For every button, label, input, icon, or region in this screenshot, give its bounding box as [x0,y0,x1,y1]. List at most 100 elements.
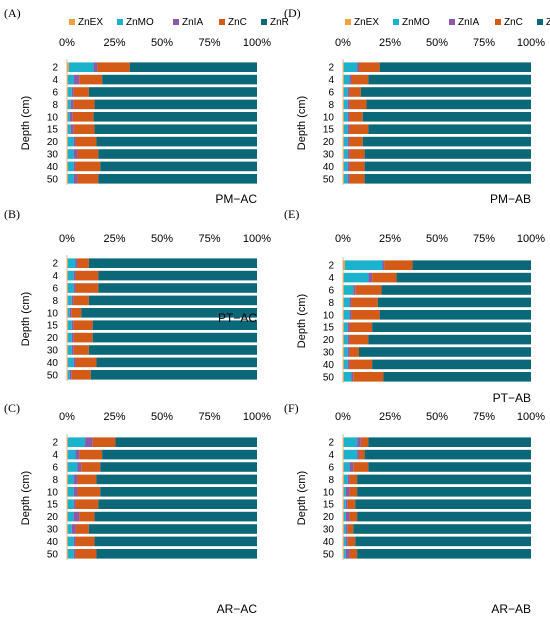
bar-segment-znia [70,124,74,134]
bar-segment-znia [69,370,72,380]
bar-segment-znr [396,272,531,283]
depth-tick-label: 50 [323,372,335,383]
bar-segment-znc [79,74,103,85]
bar-segment-znia [69,308,72,318]
bar-segment-znmo [67,174,74,184]
bar-segment-znex [67,295,68,306]
bar-segment-znex [343,372,344,382]
bar-segment-znmo [67,474,74,485]
bar-segment-znia [349,74,352,85]
depth-tick-label: 30 [323,150,335,161]
depth-tick-label: 6 [328,88,334,99]
bar-segment-znex [343,272,344,283]
bar-segment-znex [343,87,344,97]
x-tick-label: 100% [243,233,271,245]
bar-segment-znmo [67,437,86,447]
bar-segment-znex [67,283,68,293]
bar-segment-znex [67,320,68,330]
bar-segment-znia [73,174,78,184]
bar-segment-znr [94,124,257,134]
bar-segment-znr [90,370,257,380]
bar-segment-znex [343,322,344,332]
depth-tick-label: 8 [52,100,58,111]
bar-segment-znr [372,322,531,332]
bar-segment-znc [349,112,363,122]
bar-segment-znmo [343,149,348,159]
bar-segment-znc [77,174,99,184]
bar-segment-znia [345,536,348,547]
bar-segment-znr [96,474,257,485]
bar-segment-znr [355,499,531,509]
bar-segment-znr [364,161,531,172]
bar-segment-znmo [343,161,348,172]
legend-swatch-znmo [393,19,399,25]
x-tick-label: 100% [517,233,545,245]
bar-segment-znc [349,334,369,345]
bar-segment-znr [129,62,257,72]
bar-segment-znia [73,536,76,547]
bar-segment-znc [347,524,354,534]
bar-segment-znr [368,74,531,85]
bar-segment-znr [368,462,531,472]
depth-tick-label: 10 [323,310,335,321]
x-tick-label: 50% [426,233,448,245]
bar-segment-znr [372,359,531,370]
bar-segment-znex [343,285,344,295]
depth-tick-label: 2 [52,438,58,449]
x-tick-label: 50% [151,37,173,49]
bar-segment-znex [343,524,344,534]
bar-segment-znmo [67,258,76,268]
legend-label: ZnIA [458,17,479,28]
bar-segment-znex [67,270,68,281]
bar-segment-znia [345,524,348,534]
depth-tick-label: 40 [323,162,335,173]
depth-tick-label: 15 [323,323,335,334]
bar-segment-znia [345,487,350,497]
depth-tick-label: 40 [47,162,59,173]
x-tick-label: 25% [103,411,125,423]
bar-segment-znc [349,359,373,370]
bar-segment-znr [88,345,257,355]
x-tick-label: 0% [335,233,351,245]
x-tick-label: 75% [473,233,495,245]
bar-segment-znia [71,345,74,355]
bar-segment-znc [384,260,413,270]
bar-segment-znc [353,462,369,472]
bar-segment-znr [88,295,257,306]
bar-segment-znc [355,285,382,295]
bar-segment-znia [345,499,348,509]
bar-segment-znc [349,124,369,134]
bar-segment-znc [347,499,356,509]
bar-segment-znmo [67,511,74,522]
bar-segment-znc [353,372,384,382]
panel-title: PT−AC [218,311,257,325]
bar-segment-znmo [67,149,74,159]
legend-label: ZnMO [126,17,154,28]
bar-segment-znmo [67,112,70,122]
bar-segment-znmo [67,124,71,134]
bar-segment-znia [347,161,350,172]
bar-segment-znia [85,437,93,447]
bar-segment-znr [98,174,257,184]
panel-letter: (E) [284,207,299,221]
bar-segment-znex [343,347,344,357]
y-axis-label: Depth (cm) [296,471,308,525]
depth-tick-label: 20 [47,333,59,344]
bar-segment-znmo [343,334,348,345]
bar-segment-znr [362,112,531,122]
bar-segment-znia [349,310,352,320]
bar-segment-znia [69,112,73,122]
bar-segment-znia [347,149,350,159]
depth-tick-label: 30 [323,525,335,536]
bar-segment-znc [79,511,95,522]
depth-tick-label: 50 [47,549,59,560]
bar-segment-znmo [67,332,72,343]
bar-segment-znc [75,161,101,172]
bar-segment-znc [349,99,367,110]
depth-tick-label: 30 [323,348,335,359]
legend-swatch-znex [345,19,351,25]
bar-segment-znex [67,449,68,460]
depth-tick-label: 15 [323,125,335,136]
y-axis-label: Depth (cm) [20,96,32,150]
